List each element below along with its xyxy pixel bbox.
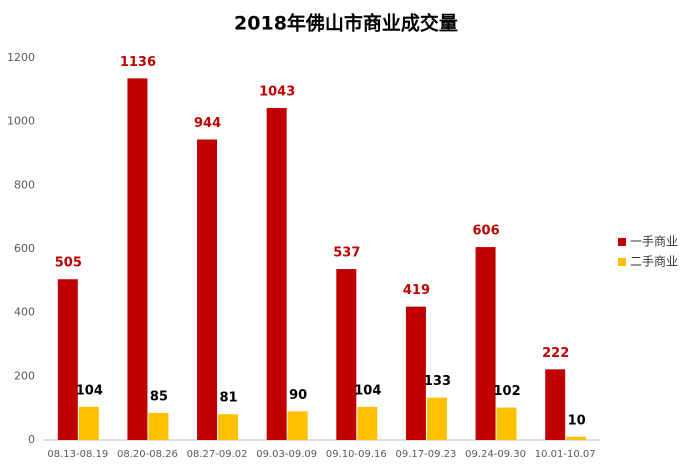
value-label: 537 xyxy=(333,246,360,261)
y-tick-label: 1200 xyxy=(7,51,35,64)
value-label: 102 xyxy=(493,384,520,399)
value-label: 606 xyxy=(472,224,499,239)
legend-swatch xyxy=(618,238,626,246)
y-tick-label: 600 xyxy=(14,242,35,255)
bar xyxy=(426,397,447,440)
bar xyxy=(545,369,566,440)
x-tick-label: 08.20-08.26 xyxy=(117,449,178,460)
value-label: 81 xyxy=(220,391,238,406)
x-tick-label: 08.27-09.02 xyxy=(187,449,248,460)
value-label: 419 xyxy=(403,283,430,298)
x-tick-label: 08.13-08.19 xyxy=(47,449,108,460)
bar xyxy=(218,414,239,440)
legend-label: 二手商业 xyxy=(630,254,678,269)
y-tick-label: 200 xyxy=(14,369,35,382)
x-tick-label: 09.24-09.30 xyxy=(465,449,526,460)
value-label: 85 xyxy=(150,389,168,404)
value-label: 222 xyxy=(542,346,569,361)
value-label: 133 xyxy=(424,374,451,389)
bar xyxy=(357,406,378,440)
value-label: 944 xyxy=(194,116,221,131)
bar xyxy=(78,406,99,440)
legend-label: 一手商业 xyxy=(630,234,678,249)
y-tick-label: 800 xyxy=(14,178,35,191)
bar xyxy=(287,411,308,440)
y-tick-label: 400 xyxy=(14,306,35,319)
bar xyxy=(148,412,169,440)
bar xyxy=(405,306,426,440)
y-tick-label: 0 xyxy=(28,433,35,446)
x-tick-label: 10.01-10.07 xyxy=(535,449,596,460)
legend-swatch xyxy=(618,258,626,266)
bar xyxy=(566,436,587,440)
bar xyxy=(197,139,218,440)
value-label: 90 xyxy=(289,388,307,403)
bar xyxy=(266,107,287,440)
bar xyxy=(496,407,517,440)
value-label: 10 xyxy=(568,413,586,428)
bar xyxy=(475,247,496,440)
y-tick-label: 1000 xyxy=(7,115,35,128)
value-label: 104 xyxy=(354,383,381,398)
value-label: 104 xyxy=(76,383,103,398)
x-tick-label: 09.17-09.23 xyxy=(396,449,457,460)
bar xyxy=(336,269,357,440)
bar xyxy=(57,279,78,440)
x-tick-label: 09.03-09.09 xyxy=(256,449,317,460)
chart-title: 2018年佛山市商业成交量 xyxy=(234,12,458,35)
value-label: 1136 xyxy=(120,55,156,70)
x-tick-label: 09.10-09.16 xyxy=(326,449,387,460)
value-label: 1043 xyxy=(259,84,295,99)
bar xyxy=(127,78,148,440)
value-label: 505 xyxy=(55,256,82,271)
